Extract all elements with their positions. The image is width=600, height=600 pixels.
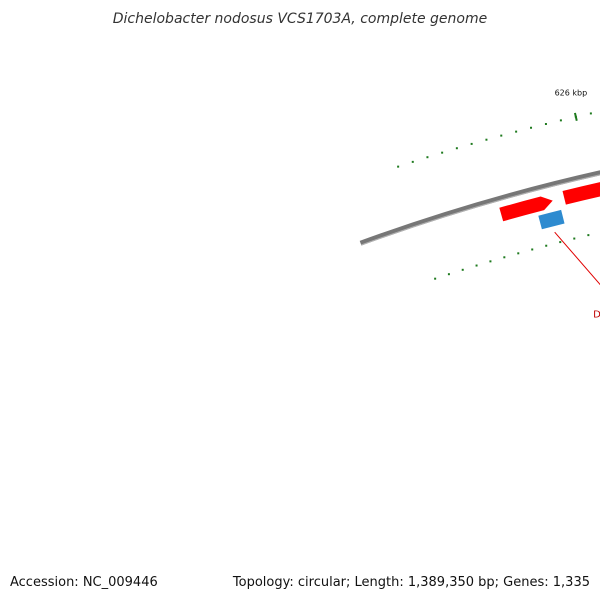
ruler-ticks xyxy=(573,112,578,121)
ruler-dot xyxy=(500,134,503,137)
ruler-dot xyxy=(441,151,444,154)
inner-ruler-dot xyxy=(489,260,492,263)
inner-ruler-dot xyxy=(587,234,590,237)
forward-strand-genes xyxy=(499,174,600,222)
ruler-inner-dots xyxy=(434,234,590,280)
gene-label-leader xyxy=(554,231,600,286)
ruler-dot xyxy=(544,123,547,126)
forward-cds-arrow[interactable] xyxy=(499,196,553,222)
ruler-dot xyxy=(515,130,518,133)
ruler-dot xyxy=(455,147,458,150)
reverse-feature-dno_0588[interactable] xyxy=(538,209,565,230)
ruler-dot xyxy=(470,142,473,145)
ruler-dot xyxy=(411,160,414,163)
ruler-dot xyxy=(397,165,400,168)
inner-ruler-dot xyxy=(503,256,506,259)
inner-ruler-dot xyxy=(531,248,534,251)
genome-backbone xyxy=(359,170,600,246)
ruler-tick-label: 626 kbp xyxy=(555,88,588,97)
gene-labels: DNO_0588DNO_0587upptrpCrluEDNO_0583DNO_0… xyxy=(593,309,600,320)
label-leader-lines xyxy=(554,231,600,286)
inner-ruler-dot xyxy=(447,273,450,276)
inner-ruler-dot xyxy=(434,277,437,280)
accession-text: Accession: NC_009446 xyxy=(10,575,158,590)
ruler-dot xyxy=(559,119,562,122)
ruler-dot xyxy=(530,126,533,129)
map-title: Dichelobacter nodosus VCS1703A, complete… xyxy=(113,11,487,27)
inner-ruler-dot xyxy=(545,244,548,247)
ruler-labels: 608 kbp610 kbp612 kbp614 kbp616 kbp618 k… xyxy=(555,88,588,97)
gene-label[interactable]: DNO_0588 xyxy=(593,309,600,320)
reverse-strand-genes xyxy=(538,209,565,230)
genome-backbone-highlight xyxy=(361,174,600,246)
inner-ruler-dot xyxy=(461,268,464,271)
ruler-major-tick xyxy=(573,112,578,121)
genome-summary-text: Topology: circular; Length: 1,389,350 bp… xyxy=(232,575,590,590)
inner-ruler-dot xyxy=(559,241,562,244)
ruler-dot xyxy=(485,138,488,141)
inner-ruler-dot xyxy=(517,252,520,255)
inner-ruler-dot xyxy=(573,237,576,240)
forward-cds-arrow[interactable] xyxy=(562,174,600,205)
ruler-dot xyxy=(426,156,429,159)
inner-ruler-dot xyxy=(475,264,478,267)
ruler-dot xyxy=(589,112,592,115)
